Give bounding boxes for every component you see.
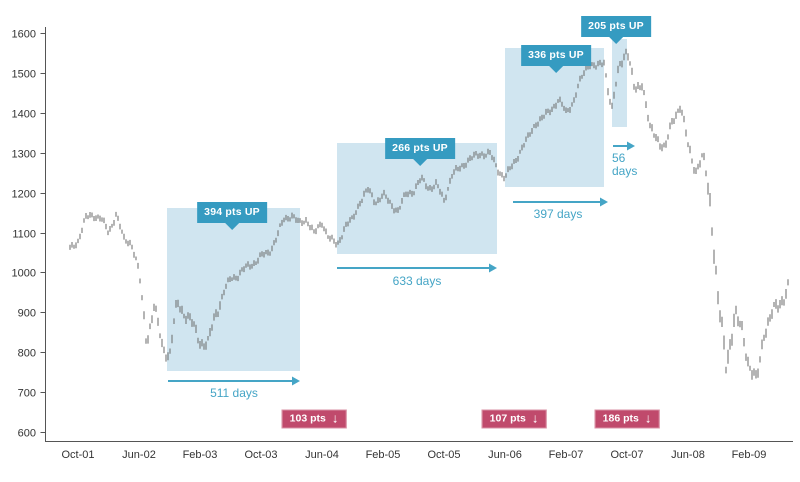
x-axis-tick-label: Jun-02 [122, 449, 156, 461]
y-axis-tick-label: 900 [18, 308, 36, 320]
x-axis-tick-label: Feb-05 [366, 449, 401, 461]
duration-arrowhead-3 [600, 197, 608, 207]
down-arrow-icon: ↓ [331, 410, 339, 426]
y-axis-tick-label: 600 [18, 428, 36, 440]
x-axis-tick-label: Feb-03 [183, 449, 218, 461]
x-axis-tick-label: Feb-09 [732, 449, 767, 461]
decline-points: 107 pts [489, 412, 526, 425]
x-axis-tick-label: Jun-04 [305, 449, 339, 461]
duration-arrowhead-4 [627, 141, 635, 151]
down-arrow-icon: ↓ [531, 410, 539, 426]
decline-badge-3: 186 pts ↓ [594, 409, 660, 429]
advance-region-1 [167, 208, 300, 371]
x-axis-tick-label: Jun-06 [488, 449, 522, 461]
y-axis-tick-label: 1300 [12, 149, 36, 161]
x-axis-tick-label: Oct-03 [244, 449, 277, 461]
duration-label-4: 56 days [612, 151, 638, 178]
duration-label-1: 511 days [210, 386, 258, 400]
x-axis-tick-label: Jun-08 [671, 449, 705, 461]
gain-callout-3: 336 pts UP [521, 45, 591, 66]
y-axis-tick-label: 800 [18, 348, 36, 360]
x-axis-tick-label: Oct-07 [610, 449, 643, 461]
y-axis-tick-label: 1100 [12, 229, 36, 241]
y-axis-tick-label: 1000 [12, 268, 36, 280]
price-series-bars [69, 48, 789, 380]
y-axis-tick-label: 1500 [12, 69, 36, 81]
x-axis-tick-label: Oct-01 [61, 449, 94, 461]
advance-region-4 [612, 39, 627, 127]
decline-points: 186 pts [602, 412, 639, 425]
down-arrow-icon: ↓ [644, 410, 652, 426]
x-axis-tick-label: Oct-05 [427, 449, 460, 461]
y-axis-tick-label: 1600 [12, 29, 36, 41]
duration-arrowhead-1 [292, 376, 300, 386]
duration-label-3: 397 days [533, 207, 583, 221]
y-axis-tick-label: 1200 [12, 189, 36, 201]
decline-points: 103 pts [289, 412, 326, 425]
duration-arrowhead-2 [489, 263, 497, 273]
y-axis-tick-label: 1400 [12, 109, 36, 121]
gain-callout-2: 266 pts UP [385, 138, 455, 159]
x-axis-tick-label: Feb-07 [549, 449, 584, 461]
decline-badge-1: 103 pts ↓ [281, 409, 347, 429]
decline-badge-2: 107 pts ↓ [481, 409, 547, 429]
y-axis-tick-label: 700 [18, 388, 36, 400]
gain-callout-1: 394 pts UP [197, 202, 267, 223]
gain-callout-4: 205 pts UP [581, 16, 651, 37]
duration-label-2: 633 days [392, 274, 442, 288]
